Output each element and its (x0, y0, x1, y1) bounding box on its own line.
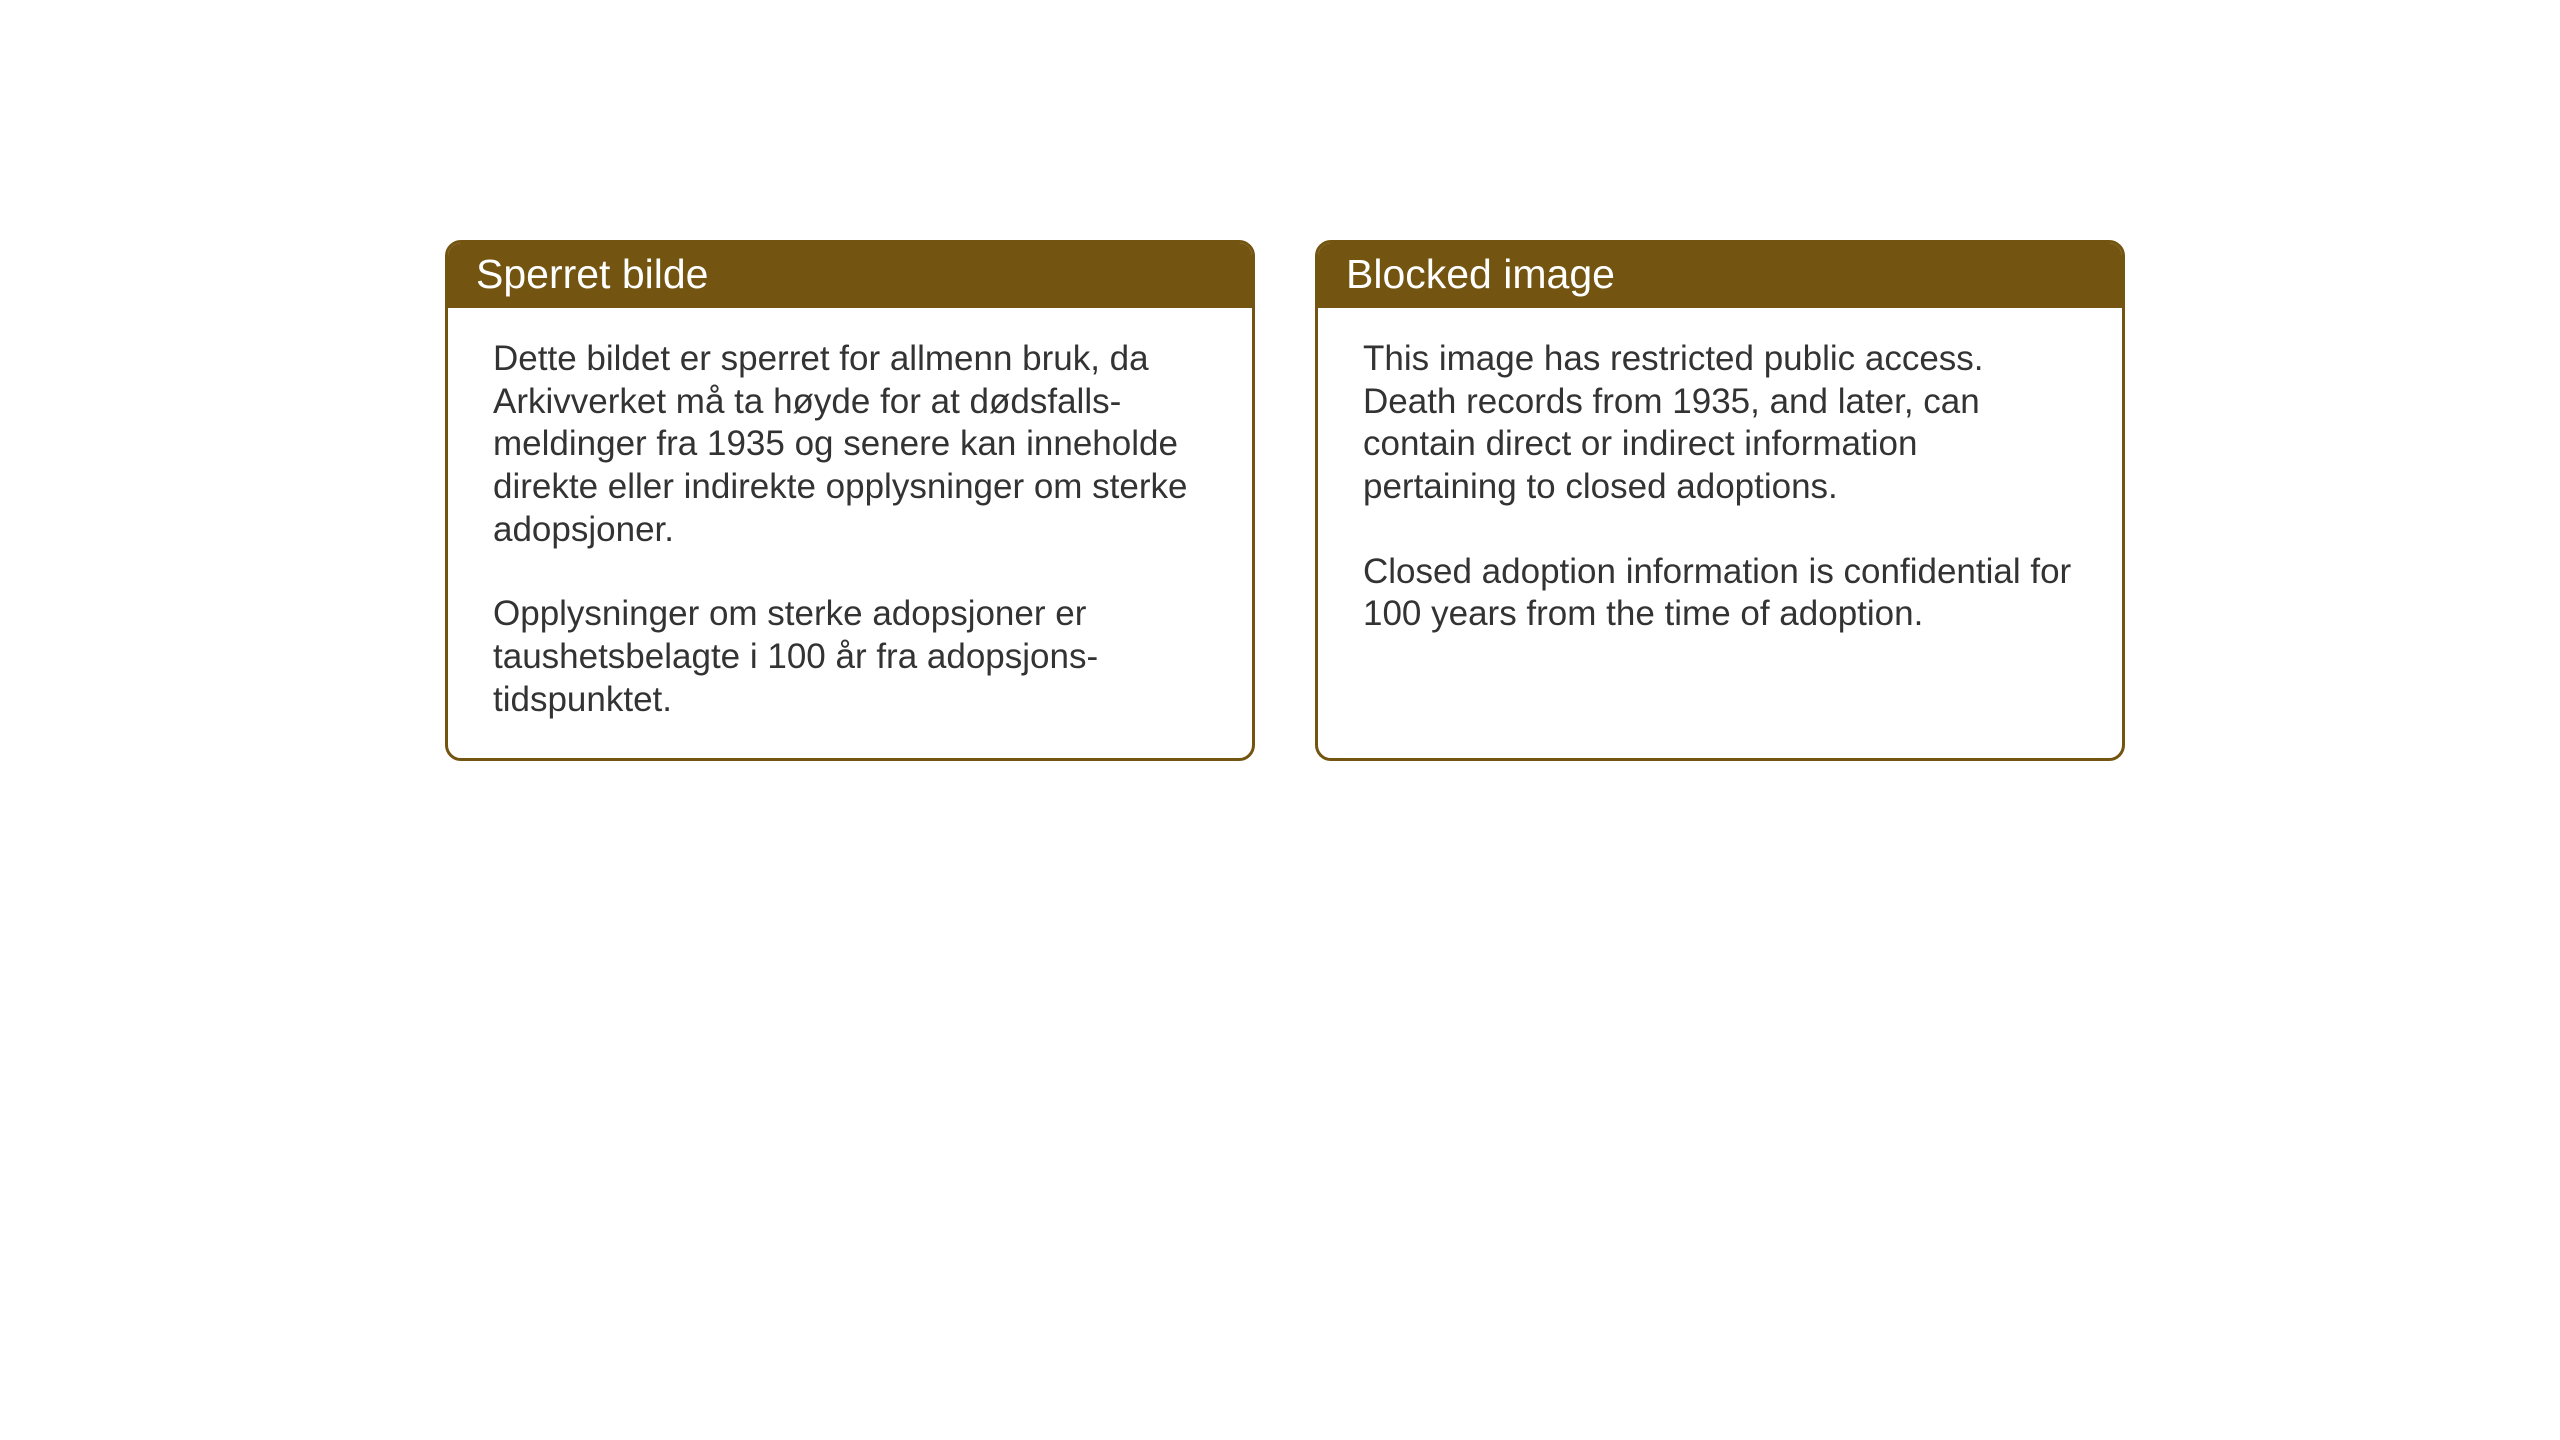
notice-card-norwegian: Sperret bilde Dette bildet er sperret fo… (445, 240, 1255, 761)
notice-card-english: Blocked image This image has restricted … (1315, 240, 2125, 761)
notice-body-norwegian: Dette bildet er sperret for allmenn bruk… (448, 308, 1252, 758)
notice-container: Sperret bilde Dette bildet er sperret fo… (445, 240, 2125, 761)
notice-paragraph-1-norwegian: Dette bildet er sperret for allmenn bruk… (493, 338, 1207, 551)
notice-paragraph-2-english: Closed adoption information is confident… (1363, 551, 2077, 636)
notice-paragraph-2-norwegian: Opplysninger om sterke adopsjoner er tau… (493, 593, 1207, 721)
notice-header-english: Blocked image (1318, 243, 2122, 308)
notice-paragraph-1-english: This image has restricted public access.… (1363, 338, 2077, 509)
notice-body-english: This image has restricted public access.… (1318, 308, 2122, 672)
notice-header-norwegian: Sperret bilde (448, 243, 1252, 308)
